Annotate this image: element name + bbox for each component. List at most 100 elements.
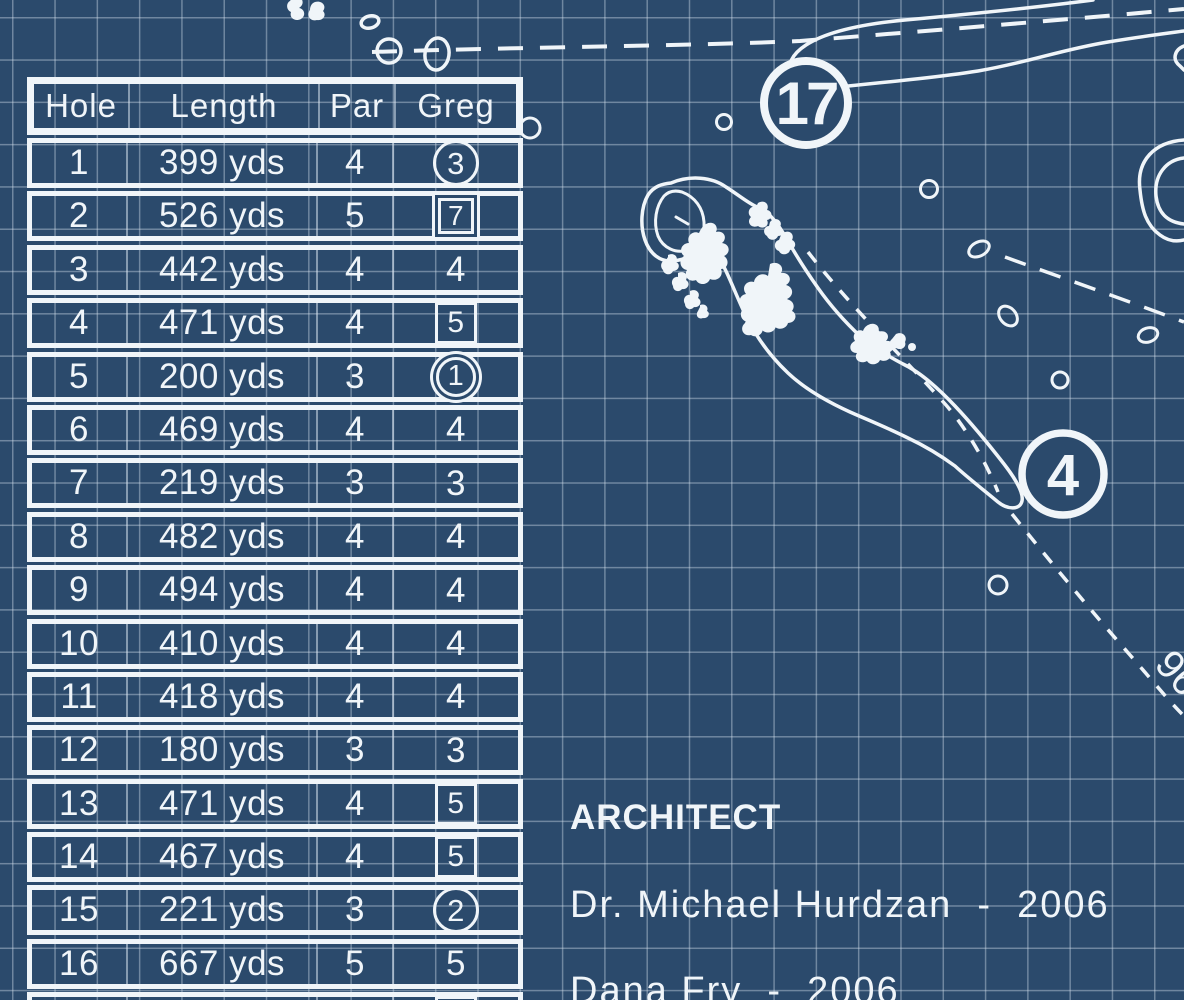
score-mark-plain: 3 (446, 463, 466, 503)
cell-length: 219 yds (128, 463, 318, 504)
cell-hole-number: 6 (32, 409, 128, 450)
cell-hole-number: 8 (32, 516, 128, 557)
cell-greg-score: 5 (394, 782, 518, 825)
score-mark-circle: 3 (433, 140, 479, 186)
score-mark-plain: 4 (446, 677, 466, 717)
hole-17-number: 17 (776, 70, 837, 137)
cell-par: 4 (318, 249, 394, 290)
score-mark-plain: 4 (446, 517, 466, 557)
cell-length: 471 yds (128, 783, 318, 824)
cell-hole-number: 11 (32, 676, 128, 717)
column-header-greg: Greg (417, 87, 495, 124)
cell-length: 469 yds (128, 409, 318, 450)
score-mark-dcircle: 1 (436, 356, 476, 397)
cell-par: 4 (318, 837, 394, 878)
top-right-green (1137, 138, 1184, 243)
score-mark-circle: 2 (433, 887, 479, 934)
cell-hole-number: 13 (32, 783, 128, 824)
cell-greg-score (394, 996, 518, 1000)
cell-par: 3 (318, 356, 394, 397)
cell-length: 418 yds (128, 676, 318, 717)
score-mark-plain: 3 (446, 730, 466, 770)
cell-greg-score: 2 (394, 887, 518, 934)
score-mark-square: 5 (435, 836, 477, 879)
cell-greg-score: 4 (394, 250, 518, 290)
cell-length: 526 yds (128, 196, 318, 237)
cell-greg-score: 4 (394, 624, 518, 664)
cell-length: 200 yds (128, 356, 318, 397)
cell-par: 4 (318, 676, 394, 717)
scorecard-row: 1 399 yds 4 3 (27, 138, 523, 188)
hole-17-fairway (787, 0, 1184, 90)
cell-hole-number: 4 (32, 303, 128, 344)
cell-greg-score: 4 (394, 517, 518, 557)
bunkers (287, 0, 916, 365)
scorecard-table: Hole Length Par Greg 1 399 yds 4 3 2 526 yds 5… (27, 77, 523, 1000)
hole-4-center-line-upper (806, 250, 1000, 493)
tee-oval (423, 36, 451, 72)
cell-length: 467 yds (128, 837, 318, 878)
scorecard-row: 16 667 yds 5 5 (27, 938, 523, 989)
score-mark-plain: 5 (446, 944, 466, 984)
cell-par: 4 (318, 570, 394, 611)
scorecard-row: 13 471 yds 4 5 (27, 778, 523, 829)
cell-length: 442 yds (128, 249, 318, 290)
scorecard-row (27, 992, 523, 1000)
score-mark-square (435, 996, 477, 1000)
cell-hole-number: 3 (32, 249, 128, 290)
scorecard-header: Hole Length Par Greg (27, 77, 523, 135)
hole-17-marker: 17 (760, 57, 852, 149)
scorecard-row: 7 219 yds 3 3 (27, 458, 523, 509)
cell-hole-number: 5 (32, 356, 128, 397)
cell-par: 3 (318, 730, 394, 771)
scorecard-row: 3 442 yds 4 4 (27, 244, 523, 295)
cell-greg-score: 4 (394, 570, 518, 610)
score-mark-square: 5 (435, 302, 477, 345)
scorecard-row: 6 469 yds 4 4 (27, 404, 523, 455)
cell-greg-score: 5 (394, 836, 518, 879)
scorecard-row: 2 526 yds 5 7 (27, 191, 523, 242)
cell-hole-number: 1 (32, 143, 128, 183)
cell-par: 4 (318, 143, 394, 183)
cell-greg-score: 4 (394, 677, 518, 717)
score-mark-plain: 4 (446, 624, 466, 664)
cell-hole-number: 12 (32, 730, 128, 771)
hole-4-fairway (640, 176, 1024, 510)
cell-par (318, 997, 394, 1000)
cell-greg-score: 1 (394, 356, 518, 397)
cell-length (128, 997, 318, 1000)
cell-par: 4 (318, 783, 394, 824)
score-mark-dsquare: 7 (438, 198, 474, 235)
cell-length: 471 yds (128, 303, 318, 344)
score-mark-plain: 4 (446, 250, 466, 290)
architect-name-line: Dana Fry - 2006 (570, 970, 900, 1000)
scorecard-row: 12 180 yds 3 3 (27, 725, 523, 776)
cell-hole-number (32, 997, 128, 1000)
cell-greg-score: 3 (394, 463, 518, 503)
cell-par: 4 (318, 303, 394, 344)
scorecard-rows: 1 399 yds 4 3 2 526 yds 5 7 3 442 yds 4 4 4 471 yds 4 5… (27, 138, 523, 1000)
cell-length: 410 yds (128, 623, 318, 664)
scorecard-row: 15 221 yds 3 2 (27, 885, 523, 936)
cell-greg-score: 4 (394, 410, 518, 450)
scorecard-row: 10 410 yds 4 4 (27, 618, 523, 669)
cell-par: 4 (318, 516, 394, 557)
scorecard-row: 11 418 yds 4 4 (27, 671, 523, 722)
column-header-hole: Hole (34, 84, 130, 128)
cell-hole-number: 10 (32, 623, 128, 664)
green-tick (674, 215, 690, 226)
cell-par: 4 (318, 623, 394, 664)
scorecard-row: 8 482 yds 4 4 (27, 511, 523, 562)
column-header-length: Length (130, 84, 320, 128)
score-mark-square: 5 (435, 782, 477, 825)
score-mark-plain: 4 (446, 570, 466, 610)
architect-heading: ARCHITECT (570, 798, 782, 837)
cell-greg-score: 7 (394, 196, 518, 236)
hole-4-number: 4 (1047, 443, 1079, 508)
architect-block: ARCHITECT Dr. Michael Hurdzan - 2006 Dan… (570, 762, 1110, 1000)
cell-greg-score: 5 (394, 302, 518, 345)
cell-length: 482 yds (128, 516, 318, 557)
cell-greg-score: 5 (394, 944, 518, 984)
